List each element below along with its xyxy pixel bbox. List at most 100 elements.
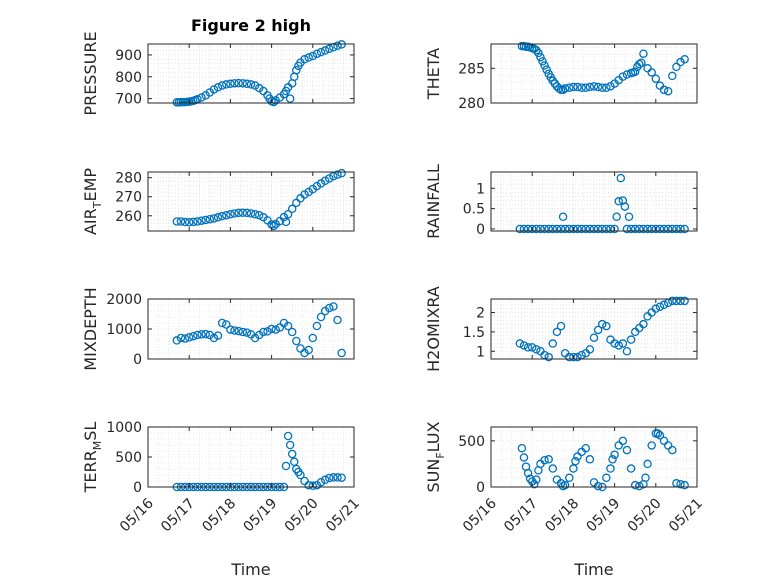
- subplot-terr_msl: 05/16 05/17 05/18 05/19 05/20 05/2105001000TE…: [81, 420, 363, 535]
- data-point: [602, 224, 611, 234]
- data-point: [296, 470, 305, 480]
- data-point: [523, 224, 533, 234]
- data-point: [263, 327, 272, 336]
- data-point: [523, 468, 533, 478]
- data-point: [217, 318, 227, 328]
- data-point: [176, 217, 186, 226]
- y-axis-label-main: RAINFALL: [424, 164, 443, 239]
- data-point: [316, 47, 326, 57]
- y-axis-label: AIRTEMP: [81, 168, 104, 235]
- data-point: [320, 176, 330, 186]
- data-point: [222, 320, 231, 329]
- data-point: [193, 217, 202, 226]
- data-point: [635, 481, 644, 491]
- data-point: [532, 224, 541, 234]
- data-point: [639, 319, 648, 329]
- data-point: [610, 224, 619, 234]
- y-axis-label-main: THETA: [424, 48, 443, 100]
- y-tick-label: 285: [458, 61, 485, 77]
- data-point: [637, 58, 646, 67]
- data-point: [581, 224, 591, 234]
- data-point: [565, 224, 574, 234]
- data-point: [651, 224, 661, 234]
- data-point: [540, 224, 549, 234]
- y-axis-label-subscript: M: [91, 441, 104, 451]
- data-point: [246, 209, 256, 218]
- data-point: [316, 477, 326, 487]
- axes-box: [490, 171, 698, 232]
- y-axis-label-main: H2OMIXRA: [424, 286, 443, 372]
- data-point: [530, 479, 539, 489]
- data-point: [172, 336, 182, 345]
- data-point: [184, 217, 194, 227]
- data-point: [544, 455, 553, 464]
- subplot-sun_flux: 05/16 05/17 05/18 05/19 05/20 05/21 0 500 SUNFLU…: [424, 421, 706, 535]
- data-point: [281, 461, 291, 471]
- subplot-air_temp: 260 270 280 AIRTEMP: [81, 168, 355, 235]
- y-axis-label-main: TERR: [81, 450, 100, 493]
- data-point: [554, 84, 564, 93]
- axes-box: [490, 298, 698, 360]
- y-tick-label: 260: [115, 209, 142, 225]
- data-point: [585, 224, 595, 234]
- data-point: [593, 481, 603, 491]
- series-h2omixra: [515, 296, 689, 362]
- data-point: [618, 436, 628, 446]
- data-point: [668, 296, 677, 306]
- data-point: [573, 352, 582, 362]
- plot-area: [491, 172, 697, 231]
- data-point: [602, 473, 611, 483]
- subplot-theta: 280 285 THETA: [424, 41, 698, 112]
- data-point: [515, 224, 525, 234]
- data-point: [197, 216, 206, 225]
- data-point: [333, 170, 342, 179]
- data-point: [333, 315, 342, 325]
- data-point: [285, 94, 295, 103]
- data-point: [643, 459, 652, 469]
- data-point: [180, 334, 190, 343]
- data-point: [519, 341, 529, 350]
- data-point: [569, 352, 578, 362]
- x-tick-label: 05/21: [323, 496, 363, 536]
- y-tick-label: 0: [133, 480, 142, 496]
- data-point: [581, 83, 591, 92]
- data-point: [659, 224, 669, 234]
- y-tick-label: 0: [476, 480, 485, 496]
- data-point: [610, 339, 619, 348]
- data-point: [337, 168, 346, 178]
- data-point: [577, 224, 586, 234]
- data-point: [523, 343, 533, 352]
- x-tick-label: 05/16: [117, 495, 157, 535]
- data-point: [337, 473, 346, 482]
- data-point: [643, 224, 652, 234]
- data-point: [269, 97, 278, 107]
- data-point: [281, 217, 291, 227]
- grid: [147, 426, 355, 488]
- y-tick-label: 500: [458, 434, 485, 450]
- data-point: [242, 328, 252, 337]
- data-point: [226, 325, 235, 334]
- data-point: [238, 208, 248, 217]
- x-tick-label: 05/17: [158, 496, 198, 536]
- data-point: [250, 210, 260, 219]
- data-point: [242, 79, 252, 89]
- subplot-grid: 700 800 900 PRESSURE 280 285 THETA 260 270 280 AIR…: [81, 31, 706, 535]
- data-point: [234, 208, 243, 218]
- data-point: [569, 224, 578, 234]
- data-point: [538, 57, 547, 66]
- data-point: [552, 327, 562, 337]
- data-point: [622, 445, 632, 455]
- y-axis-label-main: PRESSURE: [81, 31, 100, 115]
- data-point: [668, 445, 677, 455]
- data-point: [573, 82, 582, 92]
- data-point: [325, 174, 334, 183]
- data-point: [569, 464, 578, 473]
- data-point: [639, 49, 648, 58]
- data-point: [325, 473, 334, 483]
- y-tick-label: 1: [476, 181, 485, 197]
- y-tick-label: 800: [115, 70, 142, 86]
- data-point: [189, 331, 198, 341]
- data-point: [655, 302, 665, 311]
- data-point: [548, 339, 558, 348]
- data-point: [329, 302, 338, 311]
